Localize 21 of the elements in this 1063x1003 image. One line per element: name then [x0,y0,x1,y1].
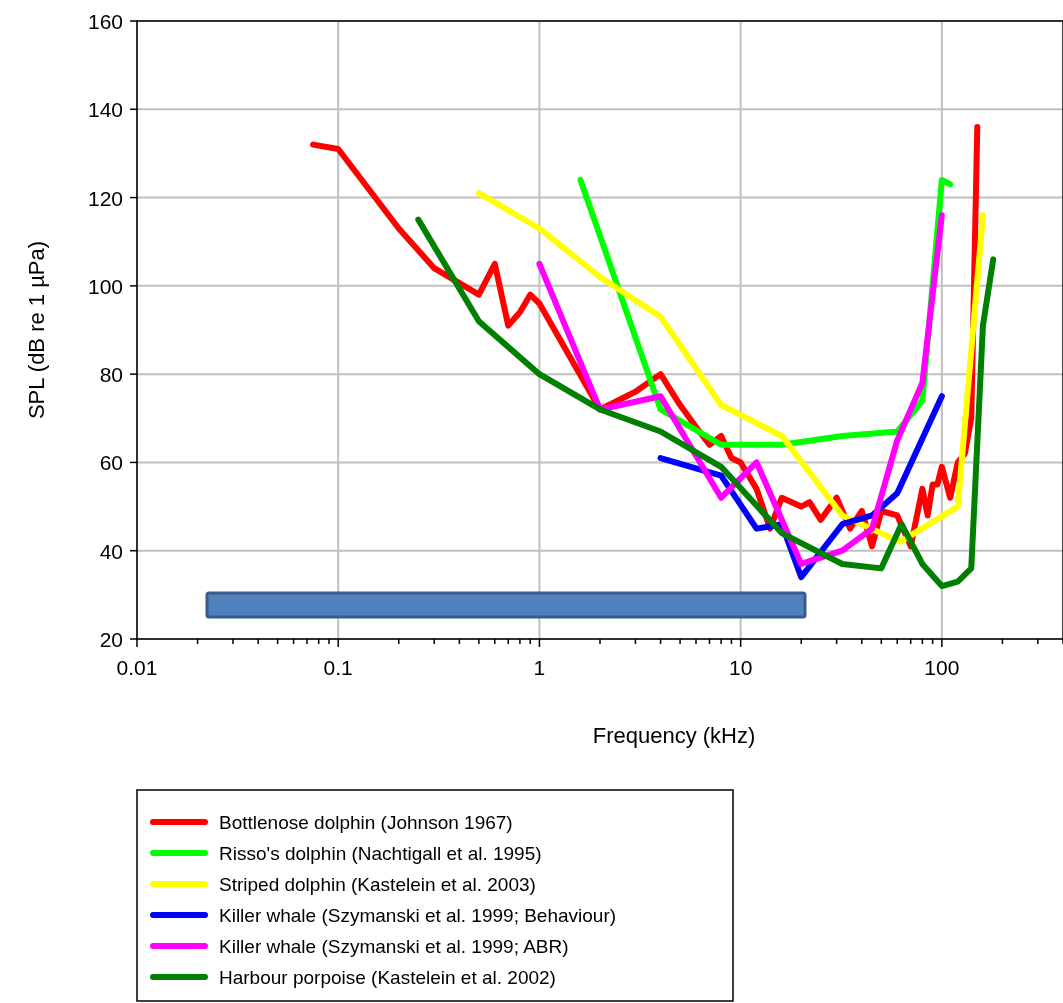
x-tick-label: 10 [728,656,753,679]
y-tick-label: 60 [99,451,123,475]
legend-label: Risso's dolphin (Nachtigall et al. 1995) [219,843,542,864]
y-tick-label: 40 [99,539,123,563]
legend-label: Killer whale (Szymanski et al. 1999; ABR) [219,936,569,957]
x-tick-label: 1 [533,656,546,679]
y-tick-label: 160 [87,10,123,33]
x-tick-label: 0.01 [116,656,158,679]
y-axis-title: SPL (dB re 1 µPa) [24,240,49,420]
y-tick-label: 80 [99,363,123,387]
x-axis-title: Frequency (kHz) [592,723,756,748]
x-tick-label: 0.1 [323,656,353,679]
y-tick-label: 20 [99,628,123,651]
x-tick-label: 100 [924,656,960,679]
y-tick-label: 100 [87,274,123,298]
legend-label: Bottlenose dolphin (Johnson 1967) [219,812,513,833]
y-tick-label: 120 [87,186,123,210]
y-tick-label: 140 [87,98,123,122]
legend-label: Harbour porpoise (Kastelein et al. 2002) [219,967,556,988]
legend-label: Killer whale (Szymanski et al. 1999; Behaviour) [219,905,617,926]
legend-label: Striped dolphin (Kastelein et al. 2003) [219,874,536,895]
